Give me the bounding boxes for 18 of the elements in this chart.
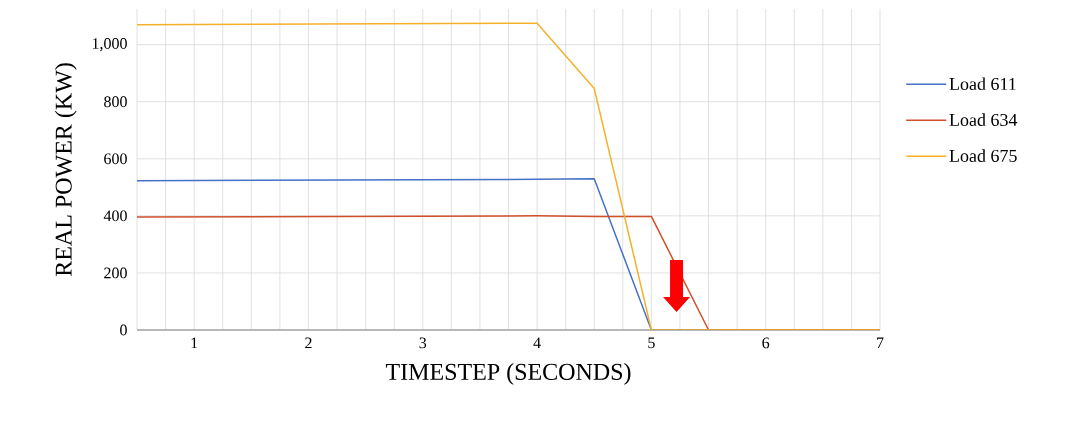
x-tick-label: 6 [762,337,770,349]
x-tick-label: 7 [877,337,884,348]
x-tick-label: 1 [191,337,198,349]
y-tick-label: 0 [120,324,127,336]
y-tick-label: 400 [103,210,127,222]
legend-label: Load 634 [949,113,1018,127]
x-tick-label: 3 [419,337,427,349]
y-axis-title: REAL POWER (KW) [54,63,77,277]
x-tick-label: 2 [305,337,312,349]
y-tick-label: 1,000 [92,38,127,52]
y-tick-label: 200 [104,267,127,279]
y-tick-label: 600 [104,153,127,165]
legend-label: Load 675 [949,149,1017,162]
x-tick-label: 4 [533,337,541,349]
y-tick-label: 800 [104,96,127,108]
legend-label: Load 611 [949,77,1016,91]
x-axis-title: TIMESTEP (SECONDS) [385,363,631,385]
x-tick-label: 5 [648,337,655,349]
